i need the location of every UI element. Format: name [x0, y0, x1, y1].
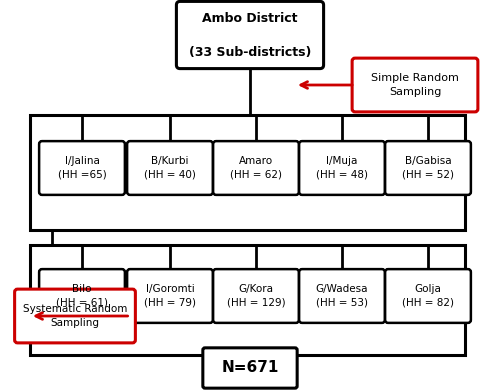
FancyBboxPatch shape — [213, 269, 299, 323]
Text: Golja
(HH = 82): Golja (HH = 82) — [402, 285, 454, 308]
FancyBboxPatch shape — [352, 58, 478, 112]
FancyBboxPatch shape — [39, 141, 125, 195]
Text: Amaro
(HH = 62): Amaro (HH = 62) — [230, 156, 282, 180]
FancyBboxPatch shape — [385, 141, 471, 195]
Text: B/Kurbi
(HH = 40): B/Kurbi (HH = 40) — [144, 156, 196, 180]
Text: B/Gabisa
(HH = 52): B/Gabisa (HH = 52) — [402, 156, 454, 180]
Text: Systematic Random
Sampling: Systematic Random Sampling — [23, 305, 127, 328]
FancyBboxPatch shape — [127, 269, 213, 323]
Text: Bilo
(HH = 61): Bilo (HH = 61) — [56, 285, 108, 308]
FancyBboxPatch shape — [299, 141, 385, 195]
Text: Ambo District

(33 Sub-districts): Ambo District (33 Sub-districts) — [189, 11, 311, 58]
FancyBboxPatch shape — [176, 2, 324, 69]
Text: I/Goromti
(HH = 79): I/Goromti (HH = 79) — [144, 285, 196, 308]
Text: I/Muja
(HH = 48): I/Muja (HH = 48) — [316, 156, 368, 180]
Text: G/Kora
(HH = 129): G/Kora (HH = 129) — [226, 285, 286, 308]
Text: I/Jalina
(HH =65): I/Jalina (HH =65) — [58, 156, 106, 180]
FancyBboxPatch shape — [385, 269, 471, 323]
Text: G/Wadesa
(HH = 53): G/Wadesa (HH = 53) — [316, 285, 368, 308]
FancyBboxPatch shape — [127, 141, 213, 195]
Text: Simple Random
Sampling: Simple Random Sampling — [371, 73, 459, 96]
FancyBboxPatch shape — [14, 289, 136, 343]
FancyBboxPatch shape — [203, 348, 297, 388]
FancyBboxPatch shape — [213, 141, 299, 195]
Text: N=671: N=671 — [222, 361, 278, 376]
FancyBboxPatch shape — [30, 245, 465, 355]
FancyBboxPatch shape — [39, 269, 125, 323]
FancyBboxPatch shape — [30, 115, 465, 230]
FancyBboxPatch shape — [299, 269, 385, 323]
